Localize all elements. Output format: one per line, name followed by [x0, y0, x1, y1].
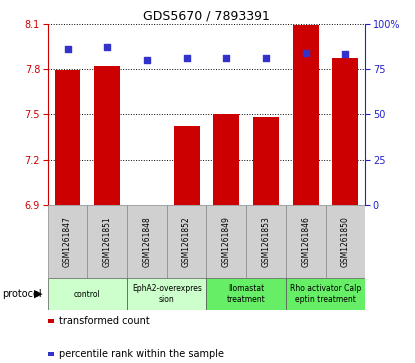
Bar: [48, 205, 88, 278]
Bar: [94, 66, 120, 205]
Point: [342, 52, 349, 57]
Text: ▶: ▶: [34, 289, 42, 299]
Bar: [174, 126, 200, 205]
Bar: [167, 205, 207, 278]
Bar: [207, 205, 246, 278]
Bar: [207, 278, 286, 310]
Text: transformed count: transformed count: [59, 316, 149, 326]
Bar: [286, 278, 365, 310]
Point: [183, 55, 190, 61]
Bar: [332, 58, 358, 205]
Text: EphA2-overexpres
sion: EphA2-overexpres sion: [132, 284, 202, 304]
Text: GSM1261848: GSM1261848: [142, 216, 151, 267]
Bar: [134, 205, 160, 322]
Bar: [55, 70, 81, 205]
Text: GSM1261847: GSM1261847: [63, 216, 72, 267]
Text: Rho activator Calp
eptin treatment: Rho activator Calp eptin treatment: [290, 284, 361, 304]
Point: [104, 44, 110, 50]
Text: GSM1261849: GSM1261849: [222, 216, 231, 267]
Bar: [127, 205, 167, 278]
Bar: [286, 205, 325, 278]
Bar: [88, 205, 127, 278]
Point: [303, 50, 309, 56]
Bar: [246, 205, 286, 278]
Text: GSM1261846: GSM1261846: [301, 216, 310, 267]
Text: protocol: protocol: [2, 289, 42, 299]
Text: percentile rank within the sample: percentile rank within the sample: [59, 349, 224, 359]
Bar: [48, 278, 127, 310]
Point: [263, 55, 269, 61]
Point: [64, 46, 71, 52]
Bar: [127, 278, 207, 310]
Title: GDS5670 / 7893391: GDS5670 / 7893391: [143, 9, 270, 23]
Text: control: control: [74, 290, 101, 298]
Bar: [213, 114, 239, 205]
Text: GSM1261853: GSM1261853: [261, 216, 271, 267]
Text: GSM1261850: GSM1261850: [341, 216, 350, 267]
Point: [223, 55, 229, 61]
Text: GSM1261852: GSM1261852: [182, 216, 191, 267]
Point: [144, 57, 150, 63]
Bar: [325, 205, 365, 278]
Bar: [293, 25, 319, 205]
Text: Ilomastat
treatment: Ilomastat treatment: [227, 284, 266, 304]
Text: GSM1261851: GSM1261851: [103, 216, 112, 267]
Bar: [253, 117, 279, 205]
